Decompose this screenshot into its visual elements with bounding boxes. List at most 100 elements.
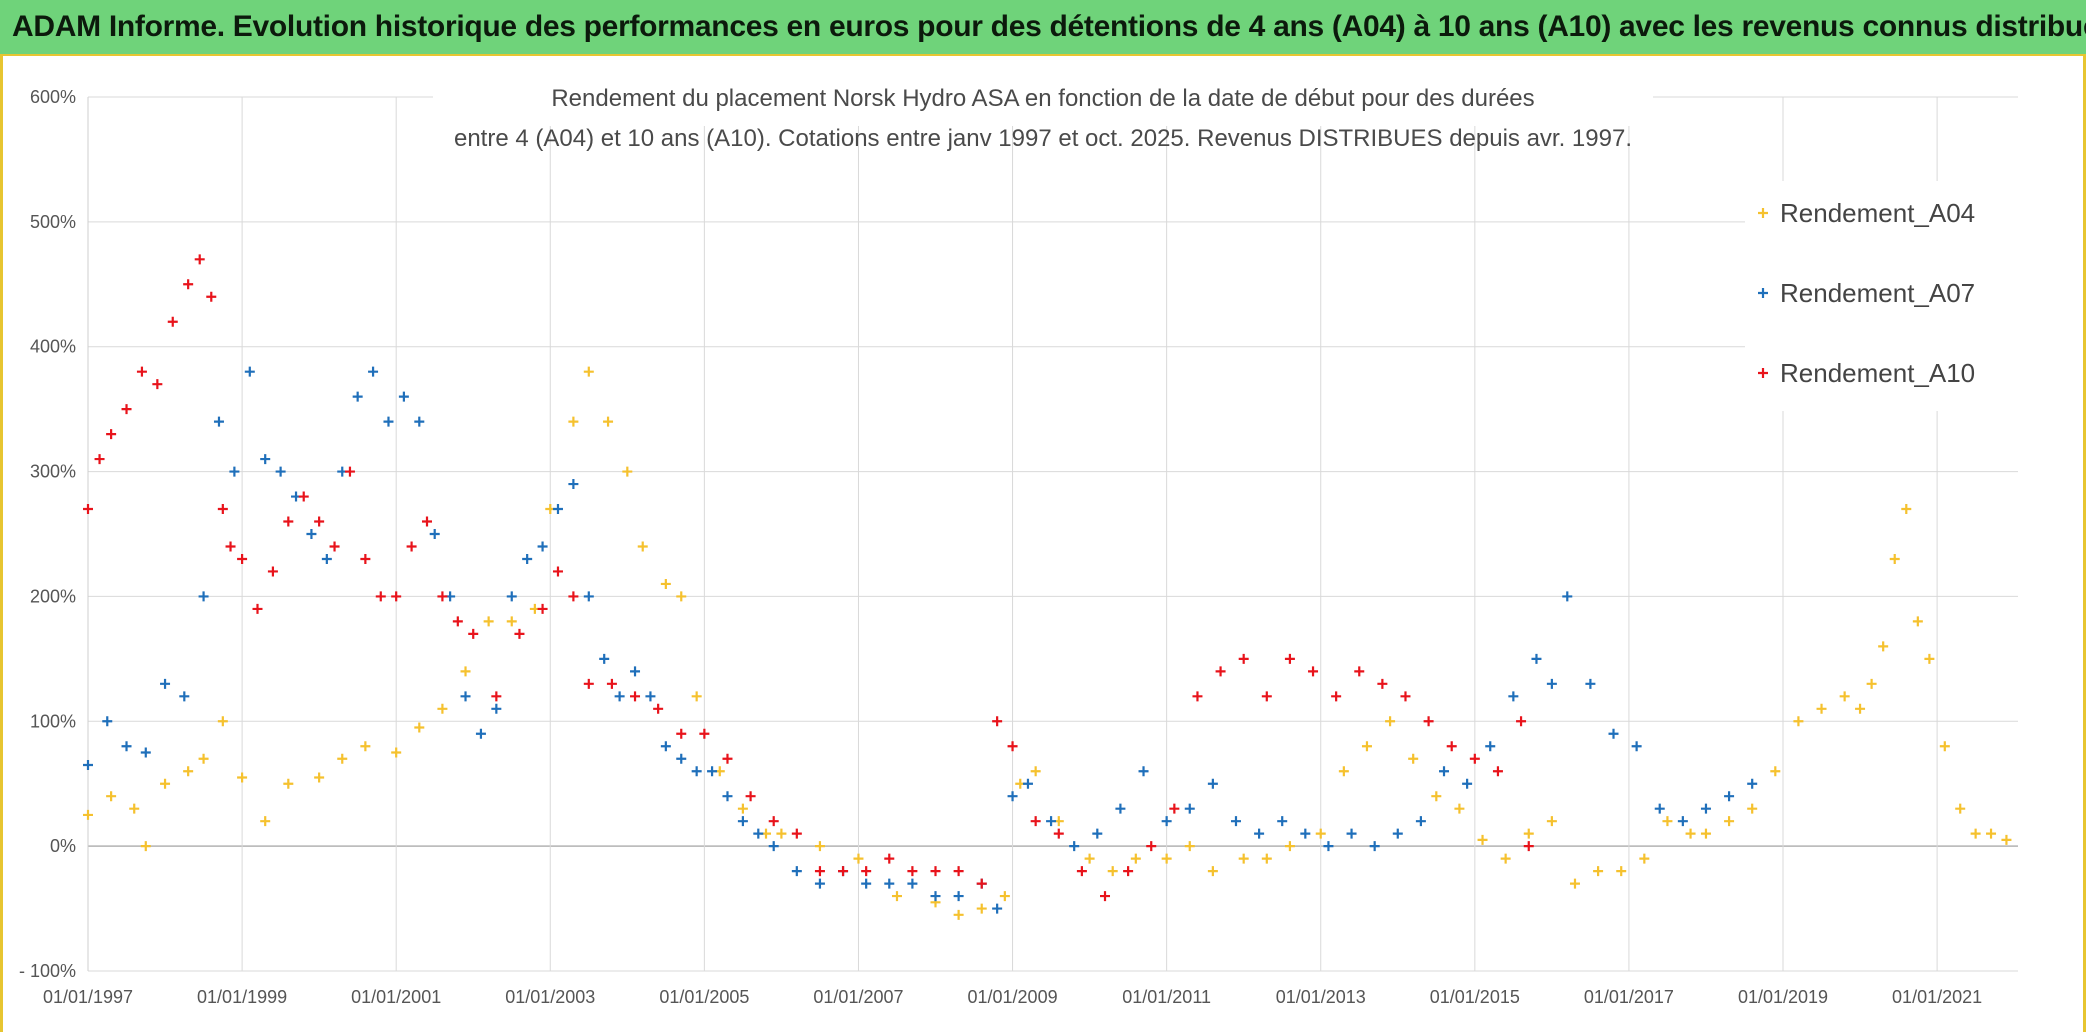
x-tick-label: 01/01/2011 <box>1122 987 1211 1007</box>
x-tick-label: 01/01/2005 <box>659 987 749 1007</box>
data-point <box>1238 653 1249 664</box>
data-point <box>1439 766 1450 777</box>
data-point <box>217 504 228 515</box>
data-point <box>491 703 502 714</box>
data-point <box>814 866 825 877</box>
data-point <box>183 279 194 290</box>
data-point <box>691 766 702 777</box>
data-point <box>1369 841 1380 852</box>
x-tick-label: 01/01/2009 <box>968 987 1058 1007</box>
data-point <box>1146 841 1157 852</box>
series-Rendement_A10 <box>83 254 1534 902</box>
data-point <box>329 541 340 552</box>
data-point <box>1415 816 1426 827</box>
data-point <box>136 366 147 377</box>
y-tick-label: - 100% <box>19 961 76 981</box>
data-point <box>1092 828 1103 839</box>
data-point <box>206 291 217 302</box>
data-point <box>1523 828 1534 839</box>
data-point <box>1454 803 1465 814</box>
data-point <box>1308 666 1319 677</box>
data-point <box>1654 803 1665 814</box>
data-point <box>1161 816 1172 827</box>
data-point <box>422 516 433 527</box>
data-point <box>1123 866 1134 877</box>
x-tick-label: 01/01/2013 <box>1276 987 1366 1007</box>
data-point <box>1215 666 1226 677</box>
data-point <box>314 516 325 527</box>
data-point <box>1508 691 1519 702</box>
data-point <box>1469 753 1480 764</box>
data-point <box>414 722 425 733</box>
data-point <box>140 841 151 852</box>
data-point <box>267 566 278 577</box>
data-point <box>1986 828 1997 839</box>
data-point <box>1354 666 1365 677</box>
data-point <box>660 741 671 752</box>
data-point <box>514 628 525 639</box>
data-point <box>1608 728 1619 739</box>
data-point <box>1107 866 1118 877</box>
data-point <box>217 716 228 727</box>
data-point <box>1184 803 1195 814</box>
data-point <box>1492 766 1503 777</box>
data-point <box>953 891 964 902</box>
data-point <box>1230 816 1241 827</box>
data-point <box>483 616 494 627</box>
data-point <box>1639 853 1650 864</box>
data-point <box>1585 678 1596 689</box>
data-point <box>1446 741 1457 752</box>
data-point <box>1030 766 1041 777</box>
data-point <box>630 666 641 677</box>
data-point <box>1523 841 1534 852</box>
data-point <box>992 716 1003 727</box>
chart-title-line-1: Rendement du placement Norsk Hydro ASA e… <box>551 85 1534 112</box>
data-point <box>1161 853 1172 864</box>
data-point <box>1855 703 1866 714</box>
data-point <box>1924 653 1935 664</box>
data-point <box>160 778 171 789</box>
data-point <box>1377 678 1388 689</box>
data-point <box>1939 741 1950 752</box>
data-point <box>460 666 471 677</box>
data-point <box>1889 553 1900 564</box>
banner-title: ADAM Informe. Evolution historique des p… <box>12 10 2086 43</box>
data-point <box>468 628 479 639</box>
data-point <box>552 566 563 577</box>
data-point <box>791 828 802 839</box>
data-point <box>1839 691 1850 702</box>
data-point <box>337 753 348 764</box>
data-point <box>237 772 248 783</box>
x-tick-label: 01/01/1997 <box>43 987 133 1007</box>
data-point <box>907 878 918 889</box>
data-point <box>660 578 671 589</box>
data-point <box>1631 741 1642 752</box>
data-point <box>630 691 641 702</box>
data-point <box>583 678 594 689</box>
x-tick-label: 01/01/2019 <box>1738 987 1828 1007</box>
data-point <box>907 866 918 877</box>
data-point <box>1793 716 1804 727</box>
data-point <box>599 653 610 664</box>
data-point <box>398 391 409 402</box>
legend-label: Rendement_A10 <box>1780 358 1975 388</box>
data-point <box>884 853 895 864</box>
legend-marker <box>1758 368 1768 378</box>
data-point <box>1300 828 1311 839</box>
data-point <box>1546 816 1557 827</box>
data-point <box>953 909 964 920</box>
data-point <box>106 791 117 802</box>
data-point <box>368 366 379 377</box>
data-point <box>707 766 718 777</box>
data-point <box>603 416 614 427</box>
data-point <box>1254 828 1265 839</box>
data-point <box>1901 504 1912 515</box>
x-tick-label: 01/01/1999 <box>197 987 287 1007</box>
data-point <box>152 379 163 390</box>
data-point <box>1284 841 1295 852</box>
data-point <box>1207 778 1218 789</box>
data-point <box>976 878 987 889</box>
chart-frame: Rendement du placement Norsk Hydro ASA e… <box>0 56 2086 1032</box>
data-point <box>1284 653 1295 664</box>
data-point <box>106 429 117 440</box>
